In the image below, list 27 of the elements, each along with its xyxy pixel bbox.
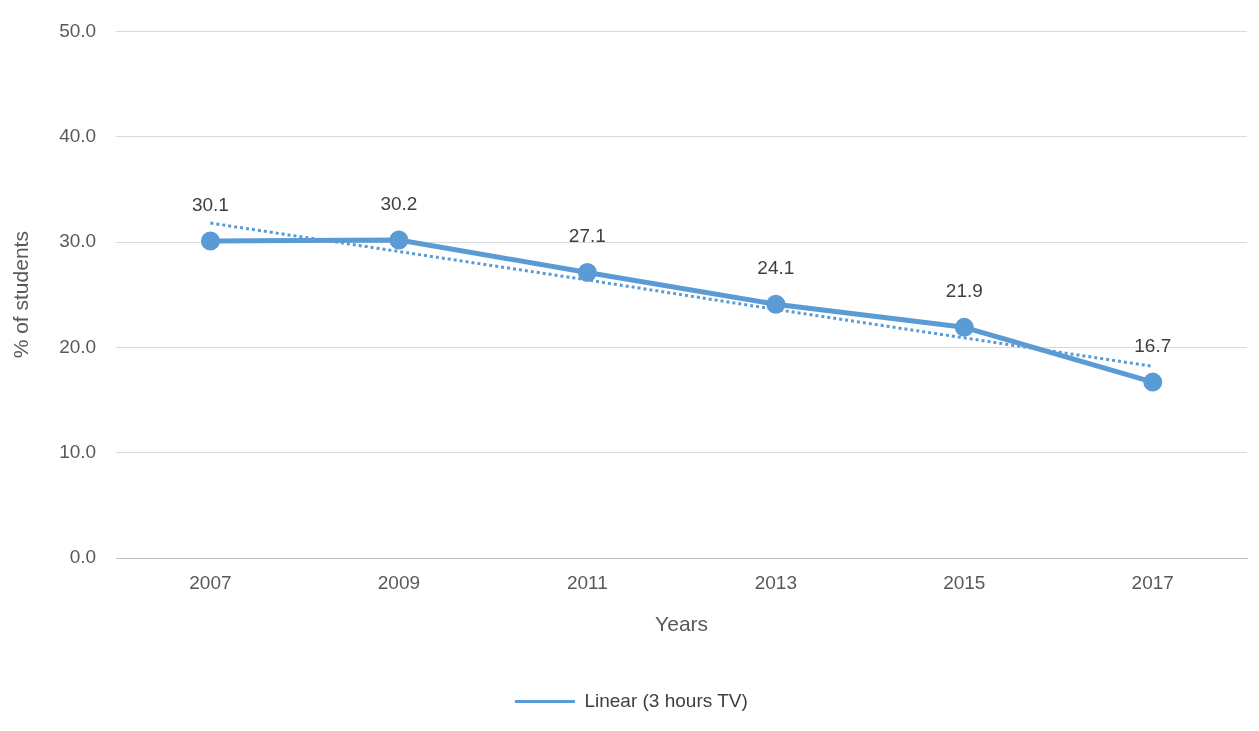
x-tick-label: 2015 (943, 571, 986, 593)
point (200, 231, 220, 251)
x-tick-label: 2007 (189, 571, 232, 593)
data-label: 16.7 (1134, 334, 1172, 356)
y-axis-title: % of students (9, 231, 33, 359)
y-tick-label: 0.0 (69, 546, 97, 568)
point (954, 317, 974, 337)
x-tick-label: 2013 (754, 571, 797, 593)
point (577, 263, 597, 283)
x-axis-title: Years (655, 612, 709, 636)
data-label: 30.2 (380, 192, 418, 214)
y-tick-label: 50.0 (59, 19, 97, 41)
data-label: 30.1 (191, 193, 229, 215)
legend-label: Linear (3 hours TV) (584, 689, 748, 711)
data-label: 21.9 (945, 280, 983, 302)
x-tick-label: 2009 (377, 571, 421, 593)
x-tick-label: 2011 (566, 571, 608, 593)
y-tick-label: 10.0 (59, 440, 97, 462)
point (1143, 372, 1163, 392)
point (389, 230, 409, 250)
point (766, 294, 786, 314)
data-label: 24.1 (757, 256, 795, 278)
y-tick-label: 20.0 (59, 335, 97, 357)
data-label: 27.1 (568, 225, 606, 247)
y-tick-label: 30.0 (59, 230, 97, 252)
x-tick-label: 2017 (1131, 571, 1174, 593)
y-tick-label: 40.0 (59, 124, 97, 146)
